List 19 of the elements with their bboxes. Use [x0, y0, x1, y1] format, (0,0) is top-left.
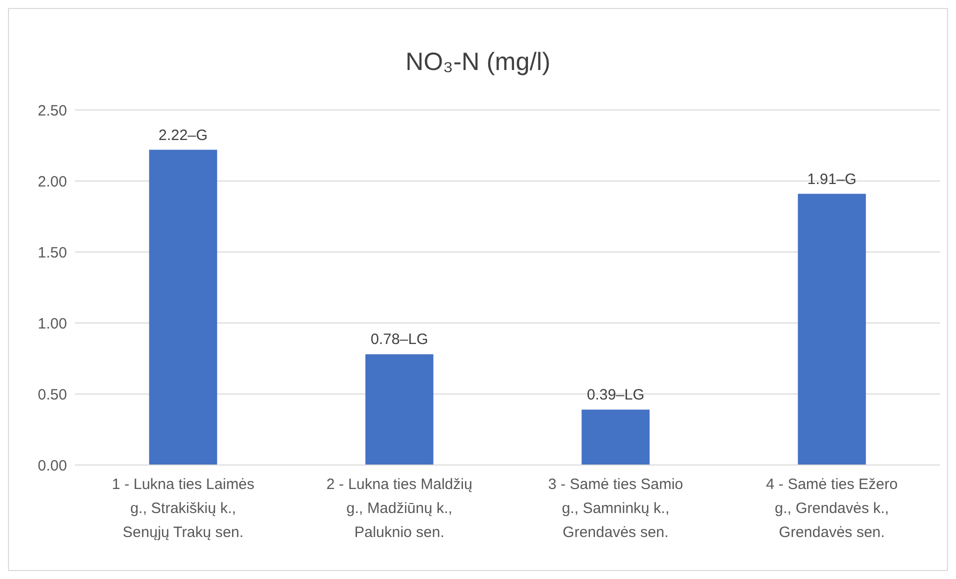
y-tick-label: 0.50 — [38, 386, 67, 404]
chart-title: NO₃-N (mg/l) — [406, 48, 550, 76]
y-tick-label: 2.50 — [38, 102, 67, 120]
data-label: 0.39–LG — [586, 386, 644, 404]
data-label: 2.22–G — [158, 126, 208, 144]
data-label: 1.91–G — [807, 170, 856, 188]
bar — [365, 354, 434, 465]
y-tick-label: 1.00 — [38, 315, 67, 332]
x-tick-label: 3 - Samė ties Samio g., Samninkų k., Grendavės sen. — [548, 476, 684, 541]
y-tick-label: 2.00 — [38, 173, 67, 190]
y-tick-label: 1.50 — [38, 244, 67, 262]
x-tick-label: 4 - Samė ties Ežero g., Grendavės k., Grendavės sen. — [766, 476, 898, 541]
y-tick-label: 0.00 — [38, 457, 67, 474]
bar — [582, 410, 650, 465]
bar — [798, 194, 866, 465]
bar — [149, 150, 218, 465]
x-tick-label: 1 - Lukna ties Laimės g., Strakiškių k., Senųjų Trakų sen. — [112, 476, 254, 541]
x-tick-label: 2 - Lukna ties Maldžių g., Madžiūnų k., Paluknio sen. — [326, 476, 472, 541]
data-label: 0.78–LG — [370, 331, 428, 348]
